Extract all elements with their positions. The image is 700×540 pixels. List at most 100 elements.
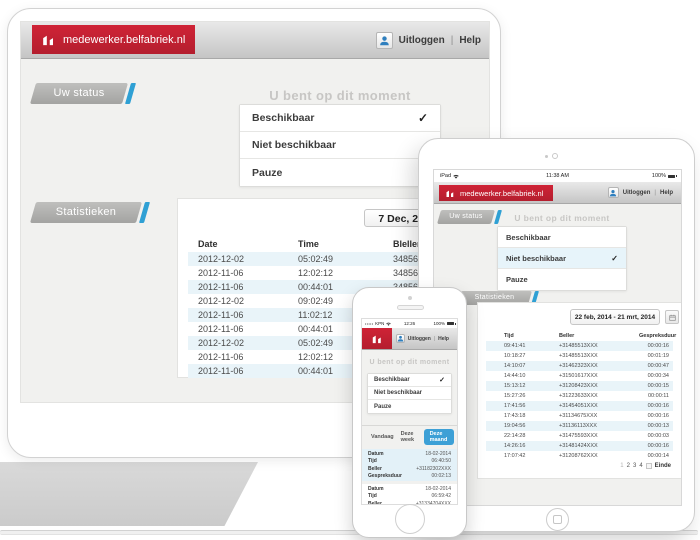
- col-header-gespreksduur: Gespreksduur: [639, 333, 677, 339]
- cell-date: 2012-11-06: [198, 310, 244, 320]
- status-option-beschikbaar[interactable]: Beschikbaar ✓: [240, 105, 440, 132]
- statusbar-time: 12:26: [403, 321, 416, 326]
- table-header-row: Tijd Beller Gespreksduur: [486, 331, 677, 341]
- page-link-einde[interactable]: Einde: [654, 463, 671, 469]
- cell-duur: 00:00:03: [647, 433, 669, 439]
- cell-tijd: 14:44:10: [504, 373, 526, 379]
- record-label: Gespreksduur: [368, 473, 402, 480]
- record-value: +31334704XXX: [415, 500, 451, 505]
- date-range-button[interactable]: 22 feb, 2014 - 21 mrt, 2014: [570, 309, 660, 325]
- status-option-niet-beschikbaar[interactable]: Niet beschikbaar: [240, 132, 440, 159]
- cell-beller: +31208423XXX: [559, 383, 598, 389]
- cell-duur: 00:00:16: [647, 343, 669, 349]
- record-value: 06:59:42: [431, 493, 451, 500]
- table-row: 15:13:12 +31208423XXX 00:00:15: [486, 381, 673, 391]
- logout-link[interactable]: Uitloggen: [398, 34, 445, 46]
- cell-duur: 00:00:16: [647, 403, 669, 409]
- calendar-picker-button[interactable]: [665, 310, 679, 324]
- cell-duur: 00:00:16: [647, 443, 669, 449]
- brand-logo-text: medewerker.belfabriek.nl: [63, 33, 186, 46]
- brand-logo: medewerker.belfabriek.nl: [32, 25, 195, 54]
- phone-status-bar: ••••• KPN 12:26 100%: [362, 319, 457, 328]
- statistics-section-tab: Statistieken: [29, 202, 151, 223]
- record-value: 18-02-2014: [425, 485, 451, 492]
- status-heading: U bent op dit moment: [514, 213, 610, 223]
- page-gap-box: [645, 463, 652, 469]
- logout-link[interactable]: Uitloggen: [407, 335, 431, 342]
- record-label: Beller: [368, 500, 382, 505]
- phone-app-header: Uitloggen | Help: [362, 328, 457, 350]
- page-link-4[interactable]: 4: [639, 463, 643, 469]
- col-header-caller: Bleller: [393, 238, 421, 249]
- status-options-list: Beschikbaar ✓ Niet beschikbaar Pauze: [367, 373, 452, 414]
- status-option-pauze[interactable]: Pauze: [368, 400, 451, 413]
- statusbar-battery-pct: 100%: [433, 321, 445, 326]
- cell-date: 2012-11-06: [198, 282, 244, 292]
- home-button-square-icon: [553, 515, 562, 524]
- help-link[interactable]: Help: [438, 335, 449, 342]
- cell-tijd: 17:41:56: [504, 403, 526, 409]
- phone-screen: ••••• KPN 12:26 100% Uitloggen |: [361, 318, 458, 505]
- tab-vandaag[interactable]: Vandaag: [371, 434, 394, 440]
- desktop-header-controls: Uitloggen | Help: [375, 22, 481, 58]
- status-option-pauze[interactable]: Pauze: [498, 269, 626, 290]
- cell-date: 2012-12-02: [198, 338, 245, 348]
- cell-beller: +31481424XXX: [559, 443, 598, 449]
- table-row: 15:27:26 +31223633XXX 00:00:11: [486, 391, 673, 401]
- option-label: Beschikbaar: [506, 232, 551, 242]
- statistics-card: 22 feb, 2014 - 21 mrt, 2014 Tijd Beller …: [477, 302, 681, 479]
- logout-link[interactable]: Uitloggen: [622, 189, 651, 196]
- header-separator: |: [654, 189, 656, 196]
- cell-duur: 00:00:14: [647, 453, 669, 459]
- status-option-niet-beschikbaar[interactable]: Niet beschikbaar ✓: [498, 248, 626, 269]
- record-label: Beller: [368, 465, 382, 472]
- record-value: +31182302XXX: [416, 465, 451, 472]
- status-section-tab: Uw status: [436, 210, 503, 224]
- status-option-pauze[interactable]: Pauze: [240, 159, 440, 186]
- status-options-list: Beschikbaar Niet beschikbaar ✓ Pauze: [497, 226, 627, 291]
- table-row: 2012-12-02 05:02:49 348560335: [188, 252, 474, 266]
- statusbar-carrier: iPad: [440, 173, 452, 179]
- table-row: 17:43:18 +31134675XXX 00:00:16: [486, 411, 673, 421]
- statusbar-battery-pct: 100%: [651, 173, 666, 179]
- table-row: 14:44:10 +31501617XXX 00:00:34: [486, 371, 673, 381]
- battery-icon: [668, 174, 677, 178]
- help-link[interactable]: Help: [459, 34, 481, 46]
- statusbar-time: 11:38 AM: [546, 173, 569, 179]
- page-link-1[interactable]: 1: [620, 463, 624, 469]
- help-link[interactable]: Help: [659, 189, 673, 196]
- phone-earpiece: [397, 305, 424, 310]
- page-link-3[interactable]: 3: [632, 463, 637, 469]
- cell-time: 12:02:12: [298, 352, 334, 362]
- tab-deze-week[interactable]: Deze week: [400, 431, 415, 443]
- cell-tijd: 17:07:42: [504, 453, 526, 459]
- table-header-row: Date Time Bleller: [188, 237, 474, 250]
- cell-tijd: 17:43:18: [504, 413, 526, 419]
- option-label: Niet beschikbaar: [374, 390, 423, 396]
- tab-deze-maand[interactable]: Deze maand: [423, 429, 454, 445]
- table-row: 2012-11-06 12:02:12 348560335: [188, 266, 474, 280]
- cell-date: 2012-11-06: [198, 268, 244, 278]
- status-option-beschikbaar[interactable]: Beschikbaar ✓: [368, 374, 451, 387]
- cell-date: 2012-11-06: [198, 324, 244, 334]
- status-option-beschikbaar[interactable]: Beschikbaar: [498, 227, 626, 248]
- cell-tijd: 14:10:07: [504, 363, 526, 369]
- record-label: Datum: [368, 450, 384, 457]
- page-link-2[interactable]: 2: [626, 463, 630, 469]
- option-label: Beschikbaar: [374, 377, 410, 383]
- col-header-time: Time: [298, 238, 319, 249]
- user-icon: [395, 334, 405, 343]
- phone-header-controls: Uitloggen | Help: [395, 328, 449, 349]
- cell-time: 00:44:01: [298, 324, 334, 334]
- status-option-niet-beschikbaar[interactable]: Niet beschikbaar: [368, 387, 451, 400]
- record-label: Tijd: [368, 458, 377, 465]
- cell-time: 00:44:01: [298, 282, 334, 292]
- calendar-icon: [668, 314, 676, 321]
- cell-time: 05:02:49: [298, 338, 334, 348]
- cell-duur: 00:00:15: [647, 383, 669, 389]
- option-label: Niet beschikbaar: [252, 139, 337, 151]
- cell-tijd: 09:41:41: [504, 343, 526, 349]
- table-row: 17:07:42 +31208762XXX 00:00:14: [486, 451, 673, 461]
- table-body: 09:41:41 +31485513XXX 00:00:16 10:18:27 +31…: [486, 341, 673, 461]
- statusbar-carrier: KPN: [375, 321, 385, 326]
